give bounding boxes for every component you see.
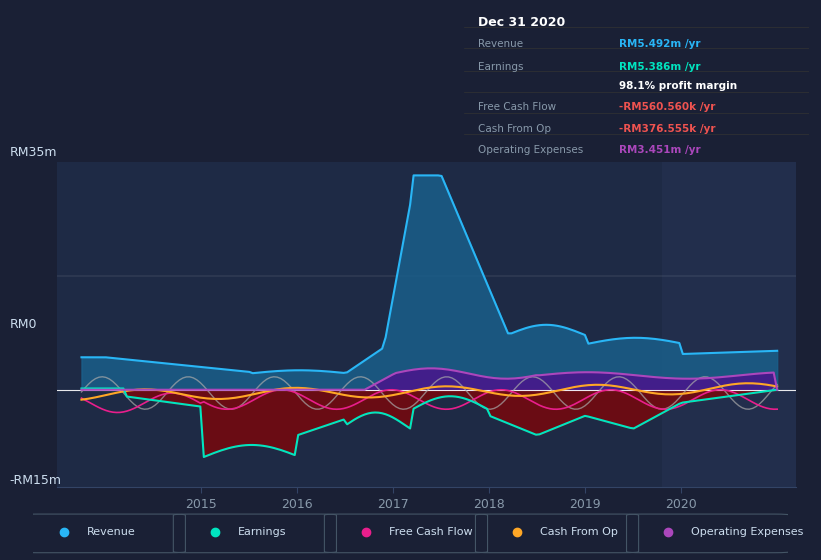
Text: Earnings: Earnings [237,527,286,537]
Text: -RM560.560k /yr: -RM560.560k /yr [619,102,715,113]
Text: Cash From Op: Cash From Op [539,527,617,537]
Text: RM5.492m /yr: RM5.492m /yr [619,39,700,49]
Text: Revenue: Revenue [478,39,523,49]
Text: 98.1% profit margin: 98.1% profit margin [619,81,737,91]
Text: Free Cash Flow: Free Cash Flow [478,102,556,113]
Text: -RM15m: -RM15m [10,474,62,487]
Text: RM35m: RM35m [10,146,57,159]
Text: RM3.451m /yr: RM3.451m /yr [619,144,700,155]
Text: -RM376.555k /yr: -RM376.555k /yr [619,124,716,133]
Text: Earnings: Earnings [478,62,523,72]
Text: RM0: RM0 [10,318,37,332]
Text: Dec 31 2020: Dec 31 2020 [478,16,565,29]
Text: Cash From Op: Cash From Op [478,124,551,133]
Bar [662,162,796,487]
Text: Operating Expenses: Operating Expenses [478,144,583,155]
Text: Operating Expenses: Operating Expenses [690,527,803,537]
Text: Revenue: Revenue [86,527,135,537]
Text: RM5.386m /yr: RM5.386m /yr [619,62,700,72]
Text: Free Cash Flow: Free Cash Flow [388,527,472,537]
